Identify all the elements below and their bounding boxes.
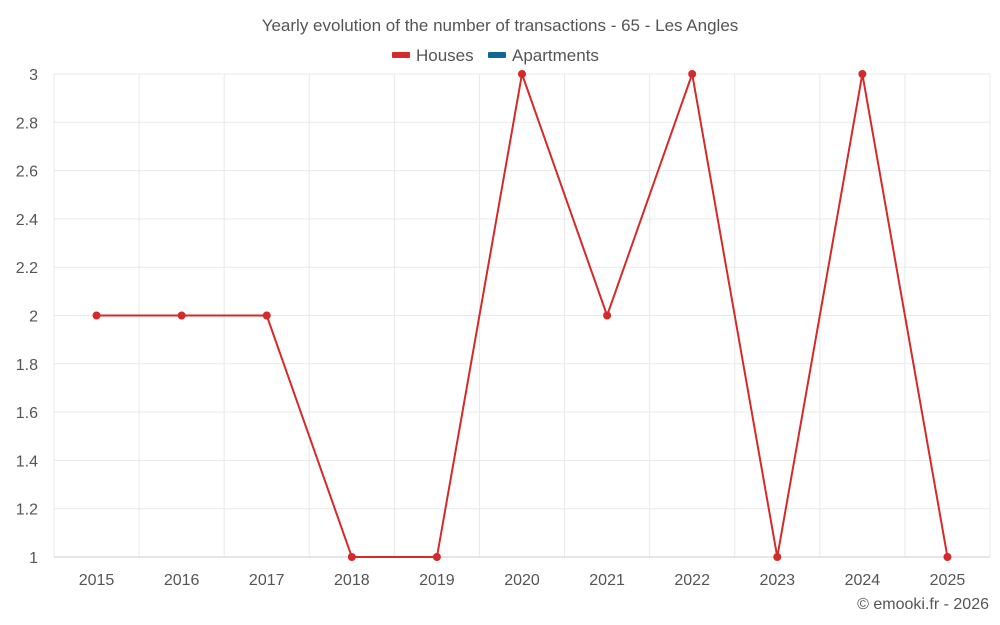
legend-label-houses: Houses	[416, 46, 474, 65]
x-tick-label: 2025	[930, 572, 966, 589]
y-tick-label: 1.6	[16, 405, 38, 422]
y-tick-label: 2.4	[16, 212, 38, 229]
data-point-houses-2015[interactable]	[92, 311, 101, 320]
y-tick-label: 1	[29, 550, 38, 567]
x-tick-label: 2022	[674, 572, 710, 589]
data-point-houses-2023[interactable]	[773, 553, 782, 561]
data-point-houses-2020[interactable]	[518, 70, 526, 78]
data-point-houses-2018[interactable]	[347, 553, 356, 561]
legend-label-apartments: Apartments	[512, 46, 599, 65]
y-tick-label: 1.4	[16, 453, 38, 470]
credit-text: © emooki.fr - 2026	[857, 596, 989, 613]
y-tick-label: 2.2	[16, 260, 38, 277]
y-tick-label: 1.2	[16, 502, 38, 519]
legend-item-apartments[interactable]: Apartments	[488, 46, 599, 65]
x-tick-label: 2018	[334, 572, 370, 589]
x-tick-label: 2016	[164, 572, 200, 589]
x-tick-label: 2019	[419, 572, 455, 589]
y-tick-label: 2.8	[16, 115, 38, 132]
legend-swatch-houses	[392, 52, 410, 58]
x-tick-label: 2021	[589, 572, 625, 589]
y-tick-label: 2	[29, 309, 38, 326]
data-point-houses-2019[interactable]	[432, 553, 441, 561]
legend-swatch-apartments	[488, 52, 506, 58]
x-tick-label: 2017	[249, 572, 285, 589]
x-tick-label: 2023	[759, 572, 795, 589]
data-point-houses-2021[interactable]	[603, 311, 612, 320]
y-tick-label: 2.6	[16, 164, 38, 181]
x-axis-ticks: 2015 2016 2017 2018 2019 2020 2021 2022 2023 2024…	[79, 572, 966, 589]
x-tick-label: 2020	[504, 572, 540, 589]
y-axis-ticks: 1 1.2 1.4 1.6 1.8 2 2.2 2.4 2.6 2.8 3	[16, 67, 38, 567]
data-point-houses-2022[interactable]	[688, 70, 697, 78]
legend-item-houses[interactable]: Houses	[392, 46, 474, 65]
x-tick-label: 2024	[845, 572, 881, 589]
series	[92, 70, 952, 561]
y-tick-label: 3	[29, 67, 38, 84]
chart-title: Yearly evolution of the number of transa…	[262, 16, 739, 35]
data-point-houses-2025[interactable]	[943, 553, 952, 561]
data-point-houses-2017[interactable]	[262, 311, 271, 320]
x-tick-label: 2015	[79, 572, 115, 589]
legend: Houses Apartments	[392, 46, 599, 65]
data-point-houses-2016[interactable]	[177, 311, 186, 320]
y-tick-label: 1.8	[16, 357, 38, 374]
data-point-houses-2024[interactable]	[858, 70, 867, 78]
